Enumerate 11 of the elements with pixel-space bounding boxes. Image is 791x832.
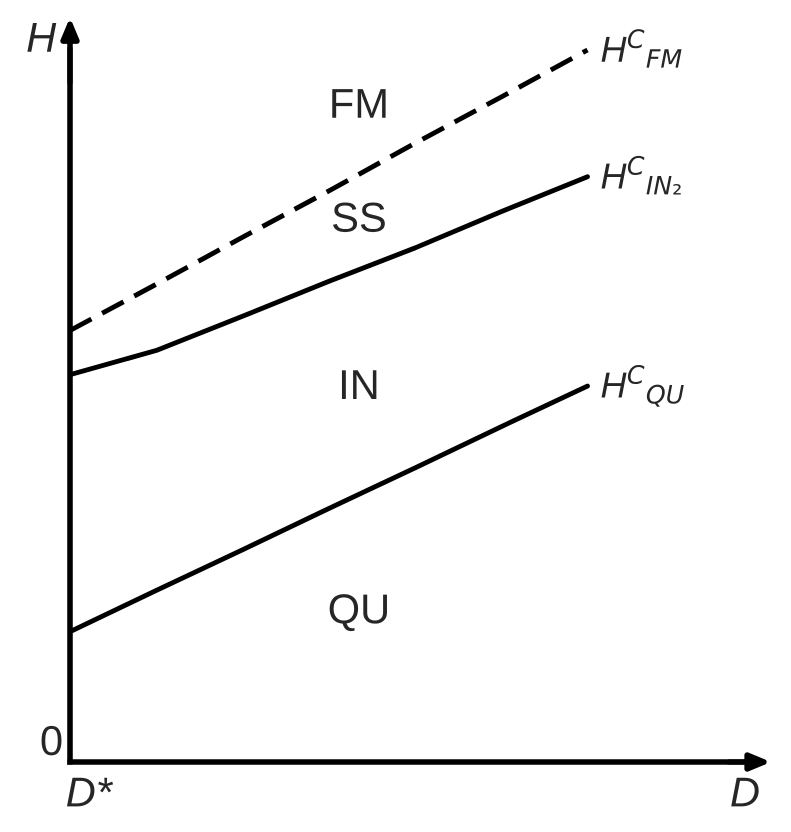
annotation: QU <box>330 594 387 632</box>
annotation: IN <box>342 370 376 399</box>
text: D* <box>66 778 114 806</box>
series-label: H$^{C}$$_{IN₂}$ <box>602 156 681 194</box>
y-axis-title: H <box>27 23 56 52</box>
annotation: SS <box>333 202 385 232</box>
annotation: 0 <box>42 726 62 756</box>
x-axis-title: D <box>731 778 759 806</box>
series-label: H$^{C}$$_{QU}$ <box>602 364 684 407</box>
annotation: FM <box>332 89 386 118</box>
series-label: H$^{C}$$_{FM}$ <box>602 29 682 68</box>
